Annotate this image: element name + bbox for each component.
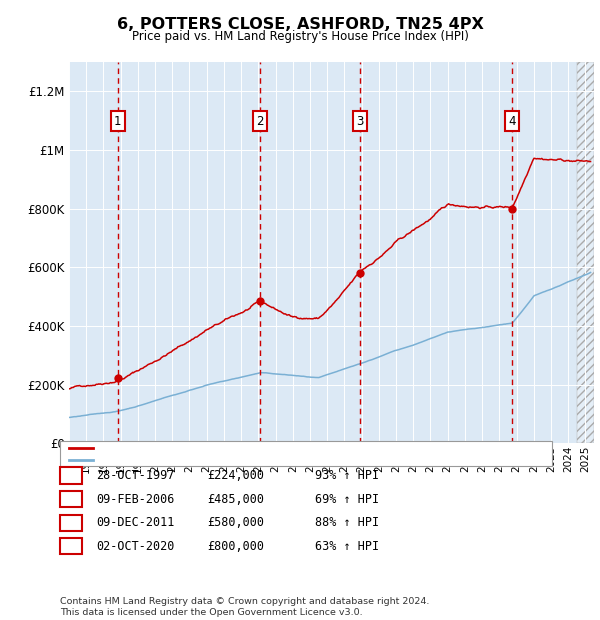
Text: 93% ↑ HPI: 93% ↑ HPI (315, 469, 379, 482)
Text: 09-DEC-2011: 09-DEC-2011 (96, 516, 175, 529)
Bar (577, 62, 594, 443)
Text: £224,000: £224,000 (207, 469, 264, 482)
Text: 6, POTTERS CLOSE, ASHFORD, TN25 4PX (detached house): 6, POTTERS CLOSE, ASHFORD, TN25 4PX (det… (97, 443, 420, 453)
Text: Price paid vs. HM Land Registry's House Price Index (HPI): Price paid vs. HM Land Registry's House … (131, 30, 469, 43)
Text: 1: 1 (114, 115, 121, 128)
Text: 28-OCT-1997: 28-OCT-1997 (96, 469, 175, 482)
Text: Contains HM Land Registry data © Crown copyright and database right 2024.
This d: Contains HM Land Registry data © Crown c… (60, 598, 430, 617)
Text: 2: 2 (67, 493, 74, 505)
Text: £485,000: £485,000 (207, 493, 264, 505)
Text: 88% ↑ HPI: 88% ↑ HPI (315, 516, 379, 529)
Text: 69% ↑ HPI: 69% ↑ HPI (315, 493, 379, 505)
Text: 6, POTTERS CLOSE, ASHFORD, TN25 4PX: 6, POTTERS CLOSE, ASHFORD, TN25 4PX (116, 17, 484, 32)
Text: 02-OCT-2020: 02-OCT-2020 (96, 540, 175, 552)
Text: 4: 4 (67, 540, 74, 552)
Bar (577, 62, 594, 443)
Text: 4: 4 (508, 115, 516, 128)
Text: 3: 3 (67, 516, 74, 529)
Text: 1: 1 (67, 469, 74, 482)
Text: 63% ↑ HPI: 63% ↑ HPI (315, 540, 379, 552)
Text: £800,000: £800,000 (207, 540, 264, 552)
Text: HPI: Average price, detached house, Ashford: HPI: Average price, detached house, Ashf… (97, 455, 341, 465)
Text: 2: 2 (256, 115, 264, 128)
Text: £580,000: £580,000 (207, 516, 264, 529)
Text: 09-FEB-2006: 09-FEB-2006 (96, 493, 175, 505)
Text: 3: 3 (356, 115, 364, 128)
